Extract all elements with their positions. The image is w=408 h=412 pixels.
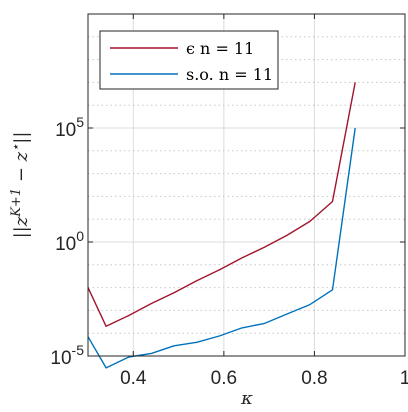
series-lines xyxy=(87,82,356,369)
x-axis-label: κ xyxy=(240,388,253,409)
y-axis-label: ||zK+1 − z⋆|| xyxy=(9,132,32,239)
svg-text:||zK+1 − z⋆||: ||zK+1 − z⋆|| xyxy=(9,132,32,239)
series-line-1 xyxy=(87,82,356,327)
x-tick-label: 0.4 xyxy=(120,368,147,389)
x-tick-label: 0.6 xyxy=(211,368,237,389)
axes-box xyxy=(87,13,406,357)
y-tick-label: 10-5 xyxy=(50,342,84,369)
series-line-2 xyxy=(87,127,356,369)
y-tick-label: 105 xyxy=(55,114,84,141)
legend-label-1: ϵ n = 11 xyxy=(186,39,254,58)
x-tick-label: 0.8 xyxy=(301,368,327,389)
legend-label-2: s.o. n = 11 xyxy=(186,65,273,84)
x-tick-label: 1 xyxy=(400,368,408,389)
legend: ϵ n = 11 s.o. n = 11 xyxy=(99,30,279,90)
y-tick-label: 100 xyxy=(55,228,84,255)
axis-ticks: 0.4 0.6 0.8 1 10-5 100 105 xyxy=(50,14,408,389)
legend-box xyxy=(99,30,279,90)
